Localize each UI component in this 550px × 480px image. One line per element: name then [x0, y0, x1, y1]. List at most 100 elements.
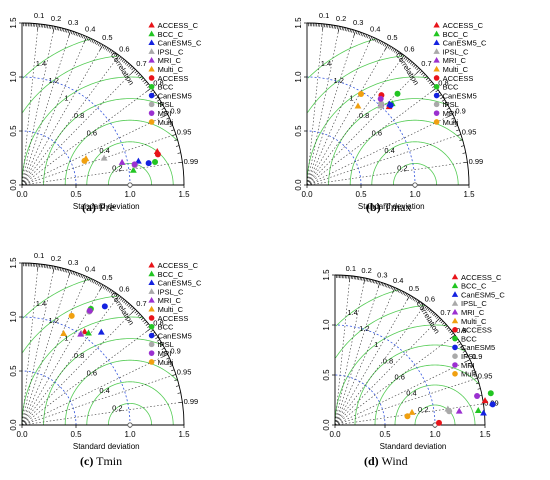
outer-arc-tick: [363, 277, 366, 284]
outer-arc-tick: [82, 35, 84, 39]
outer-arc-tick: [96, 281, 99, 286]
outer-arc-tick: [155, 336, 159, 340]
outer-arc-tick: [86, 277, 89, 281]
x-axis-label: Standard deviation: [380, 442, 447, 451]
outer-arc-tick: [145, 83, 149, 86]
x-tick-label: 0.5: [70, 190, 82, 199]
outer-arc-tick: [389, 285, 391, 289]
legend-marker: [433, 65, 440, 72]
outer-arc-tick: [418, 301, 421, 305]
outer-arc-tick: [68, 270, 71, 277]
legend-label: Multi_C: [461, 317, 487, 326]
outer-arc-tick: [83, 276, 88, 283]
outer-arc-tick: [83, 35, 86, 39]
outer-arc-tick: [362, 33, 364, 37]
x-tick-label: 0.0: [16, 190, 28, 199]
outer-arc-tick: [409, 61, 413, 65]
outer-arc-tick: [433, 313, 436, 317]
outer-arc-tick: [61, 268, 63, 272]
outer-arc-tick: [77, 273, 79, 277]
outer-arc-tick: [387, 284, 390, 288]
outer-arc-tick: [333, 25, 335, 29]
rmsd-tick-label: 0.2: [397, 164, 407, 173]
rmsd-tick-label: 1.4: [36, 299, 46, 308]
correlation-ray: [334, 334, 456, 426]
outer-arc-tick: [450, 332, 454, 336]
outer-arc-tick: [88, 37, 91, 42]
outer-arc-tick: [367, 278, 369, 282]
reference-point: [127, 422, 133, 428]
outer-arc-tick: [427, 308, 430, 312]
outer-arc-tick: [359, 277, 361, 281]
x-tick-label: 0.5: [379, 430, 391, 439]
outer-arc-tick: [441, 99, 445, 102]
legend-marker: [452, 335, 458, 342]
data-point-ipsl: [378, 100, 385, 107]
legend-marker: [148, 297, 155, 303]
correlation-ray: [21, 374, 176, 426]
correlation-ray: [306, 26, 340, 186]
correlation-ray: [306, 134, 461, 186]
caption-text-c: Tmin: [96, 454, 123, 468]
legend-label: IPSL: [443, 100, 459, 109]
outer-arc-tick: [381, 41, 384, 46]
outer-arc-tick: [344, 27, 347, 31]
outer-arc-tick: [429, 81, 432, 84]
correlation-ray: [334, 304, 426, 426]
caption-letter-b: (b): [366, 200, 381, 214]
outer-arc-tick: [468, 362, 472, 365]
legend-marker: [433, 119, 440, 125]
reference-point: [127, 182, 133, 188]
legend-label: BCC: [158, 83, 174, 92]
data-point-ipsl-c: [100, 154, 108, 161]
outer-arc-tick: [174, 379, 178, 381]
outer-arc-tick: [48, 265, 50, 269]
correlation-axis-label: Correlation: [109, 51, 136, 87]
outer-arc-tick: [446, 327, 450, 330]
outer-arc-tick: [384, 44, 389, 51]
correlation-ray: [21, 276, 88, 426]
outer-arc-tick: [387, 45, 390, 49]
legend-label: ACCESS: [158, 314, 189, 323]
outer-arc-tick: [414, 66, 418, 69]
outer-arc-tick: [37, 23, 39, 31]
legend-label: Multi_C: [158, 65, 184, 74]
correlation-tick-label: 0.7: [440, 308, 450, 317]
outer-arc-tick: [130, 69, 136, 75]
outer-arc-tick: [412, 297, 415, 301]
outer-arc-tick: [55, 266, 57, 270]
correlation-tick-label: 0.4: [85, 265, 95, 274]
outer-arc-tick: [161, 114, 168, 118]
data-point-bcc-c: [85, 329, 92, 336]
sd-arc: [334, 324, 436, 426]
rmsd-arc: [328, 98, 448, 186]
outer-arc-tick: [99, 43, 102, 47]
outer-arc: [21, 22, 185, 186]
rmsd-tick-label: 1.2: [49, 76, 59, 85]
correlation-tick-label: 0.3: [353, 18, 363, 27]
correlation-ray: [21, 114, 168, 186]
correlation-tick-label: 0.5: [102, 273, 112, 282]
y-tick-label: 1.0: [294, 71, 303, 83]
outer-arc-tick: [445, 325, 448, 328]
data-point-mri: [131, 161, 138, 168]
outer-arc-tick: [446, 107, 450, 110]
correlation-tick-label: 0.3: [68, 258, 78, 267]
taylor-panel-1: 0.20.40.60.811.21.40.1 0.2 0.30.40.50.60.7…: [294, 11, 487, 211]
rmsd-arc: [86, 381, 174, 426]
outer-arc-tick: [460, 145, 465, 147]
correlation-ray: [21, 284, 104, 426]
outer-arc-tick: [161, 354, 168, 358]
outer-arc-tick: [123, 60, 126, 64]
outer-arc-tick: [166, 357, 170, 360]
outer-arc-tick: [58, 27, 60, 31]
outer-arc-tick: [415, 299, 418, 303]
legend-label: ACCESS_C: [461, 273, 502, 282]
outer-arc-tick: [380, 282, 382, 286]
outer-arc-tick: [175, 145, 180, 147]
legend-label: ACCESS: [158, 74, 189, 83]
outer-arc-tick: [83, 275, 86, 279]
outer-arc-tick: [335, 25, 337, 29]
legend-marker: [433, 110, 440, 116]
outer-arc-tick: [384, 43, 387, 47]
